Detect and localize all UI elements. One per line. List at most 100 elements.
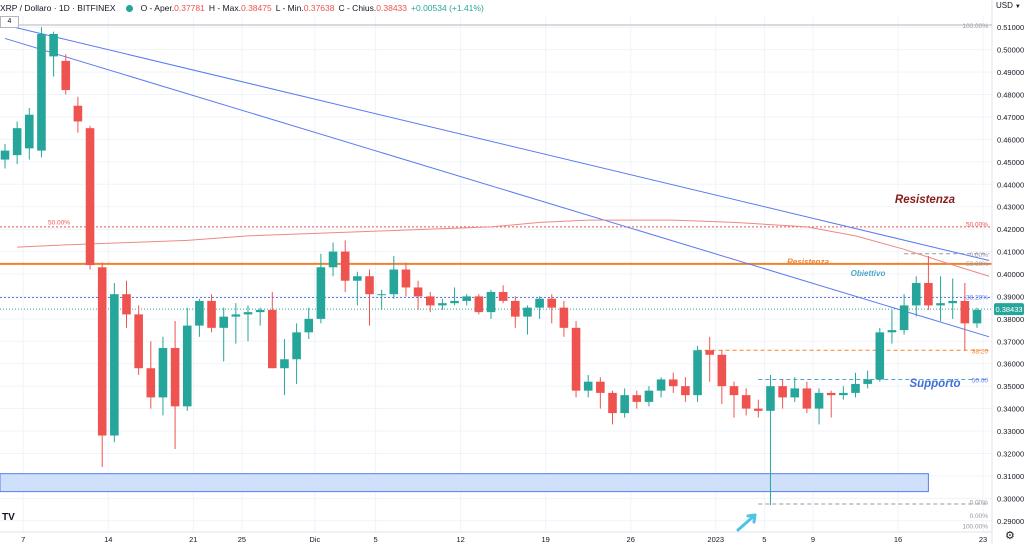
candle-body xyxy=(25,114,34,149)
candle-body xyxy=(523,307,532,317)
candle-body xyxy=(182,325,192,407)
x-tick-label: 25 xyxy=(238,535,246,544)
close-value: 0.38433 xyxy=(376,3,408,13)
y-tick-label: 0.48000 xyxy=(997,91,1024,100)
candle-body xyxy=(377,294,386,296)
candle-body xyxy=(389,269,399,295)
candle-body xyxy=(474,296,484,313)
x-tick-label: 5 xyxy=(373,535,377,544)
fib-low-label: 0.00% xyxy=(970,513,989,520)
candle-body xyxy=(0,150,10,160)
fib-level-label: 100.00% xyxy=(962,523,988,530)
candle-body xyxy=(741,395,751,409)
y-tick-label: 0.50000 xyxy=(997,46,1024,55)
y-tick-label: 0.34000 xyxy=(997,405,1024,414)
y-tick-label: 0.36000 xyxy=(997,360,1024,369)
candle-body xyxy=(401,269,411,288)
annotation-label: Resistenza xyxy=(787,258,829,267)
moving-average-line xyxy=(17,219,990,277)
x-tick-label: 19 xyxy=(542,535,550,544)
chart-labels: 0.00% 50.00% 38.20% 38.20 50.00 0.00% 100.00% 1… xyxy=(48,23,989,532)
candle-body xyxy=(110,294,119,436)
candle-body xyxy=(438,303,447,306)
y-tick-label: 0.40000 xyxy=(997,270,1024,279)
x-tick-label: 16 xyxy=(894,535,902,544)
candle-body xyxy=(972,309,982,324)
candle-body xyxy=(608,392,617,414)
candle-body xyxy=(486,291,496,313)
currency-selector[interactable]: USD ▼ xyxy=(996,1,1021,10)
candle-body xyxy=(596,381,605,393)
x-tick-label: 21 xyxy=(189,535,197,544)
y-tick-label: 0.41000 xyxy=(997,248,1024,257)
candle-body xyxy=(693,350,702,396)
candle-body xyxy=(146,368,156,398)
y-tick-label: 0.31000 xyxy=(997,472,1024,481)
candle-body xyxy=(948,300,957,304)
x-tick-label: 26 xyxy=(627,535,635,544)
support-zone xyxy=(0,473,929,493)
candle-body xyxy=(656,379,666,391)
y-tick-label: 0.32000 xyxy=(997,449,1024,458)
candle-body xyxy=(814,392,824,409)
y-tick-label: 0.47000 xyxy=(997,113,1024,122)
tradingview-logo-icon[interactable]: TV xyxy=(2,512,15,523)
y-tick-label: 0.51000 xyxy=(997,23,1024,32)
gear-icon[interactable]: ⚙ xyxy=(1005,530,1015,542)
indicator-count-badge[interactable]: 4 xyxy=(0,16,19,28)
x-tick-label: 5 xyxy=(762,535,766,544)
candle-body xyxy=(425,296,435,306)
support-zone-rect xyxy=(0,473,929,493)
candle-body xyxy=(766,386,775,411)
candle-body xyxy=(304,318,314,333)
candle-body xyxy=(231,314,241,317)
candle-body xyxy=(85,128,95,266)
candle-body xyxy=(547,298,557,308)
candle-body xyxy=(243,312,253,315)
annotation-label: Supporto xyxy=(909,378,960,390)
y-tick-label: 0.30000 xyxy=(997,494,1024,503)
candle-body xyxy=(875,332,885,380)
x-tick-label: 14 xyxy=(104,535,112,544)
candle-body xyxy=(826,392,836,396)
candle-body xyxy=(207,300,216,328)
candle-body xyxy=(863,379,872,384)
y-tick-label: 0.43000 xyxy=(997,203,1024,212)
open-label: O - Aper. xyxy=(140,3,175,13)
candle-body xyxy=(195,300,204,326)
candle-body xyxy=(511,300,520,317)
candle-body xyxy=(134,314,143,369)
candle-body xyxy=(353,276,362,281)
x-tick-label: 9 xyxy=(811,535,815,544)
x-tick-label: 23 xyxy=(979,535,987,544)
y-tick-label: 0.38000 xyxy=(997,315,1024,324)
candle-body xyxy=(802,388,812,409)
candle-body xyxy=(328,251,338,268)
candle-body xyxy=(936,303,945,306)
fib-level-label: 50.00 xyxy=(972,377,989,384)
candle-body xyxy=(681,386,690,396)
moving-average xyxy=(17,219,990,277)
chevron-down-icon: ▼ xyxy=(1014,4,1021,10)
fib-level-label: 50.00% xyxy=(966,261,988,268)
fib-right-label: 50.00% xyxy=(966,222,988,229)
high-label: H - Max. xyxy=(208,3,241,13)
candle-body xyxy=(717,354,727,387)
y-tick-label: 0.39000 xyxy=(997,292,1024,301)
x-tick-label: 12 xyxy=(456,535,464,544)
candle-body xyxy=(851,383,860,393)
fib-level-label: 100.00% xyxy=(962,23,988,30)
candle-body xyxy=(97,267,107,436)
candle-body xyxy=(365,276,374,295)
chart-background xyxy=(0,16,992,532)
x-tick-label: Dic xyxy=(309,535,320,544)
candle-body xyxy=(158,348,168,398)
candle-body xyxy=(316,267,326,319)
annotation-label: Resistenza xyxy=(895,194,956,206)
candle-body xyxy=(255,309,265,313)
fib-level-label: 0.00% xyxy=(970,252,989,259)
open-value: 0.37781 xyxy=(174,3,205,13)
symbol-title[interactable]: XRP / Dollaro · 1D · BITFINEX xyxy=(0,3,116,13)
change-value: +0.00534 (+1.41%) xyxy=(411,3,484,13)
